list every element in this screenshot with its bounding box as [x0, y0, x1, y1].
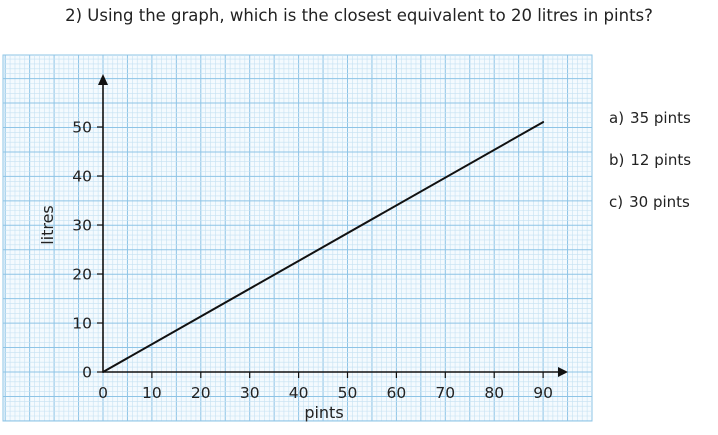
option-letter: b)	[609, 151, 625, 169]
y-tick-label: 50	[72, 119, 92, 137]
question-body: Using the graph, which is the closest eq…	[87, 6, 653, 25]
y-tick-label: 10	[72, 315, 92, 333]
x-tick-label: 10	[142, 384, 162, 402]
x-tick-label: 20	[191, 384, 211, 402]
option-a[interactable]: a) 35 pints	[609, 106, 691, 148]
y-tick-label: 30	[72, 217, 92, 235]
option-text: 35 pints	[630, 109, 691, 127]
y-axis-arrowhead	[98, 74, 108, 85]
y-axis-label: litres	[38, 205, 57, 245]
question-number: 2)	[65, 6, 83, 25]
x-tick-label: 30	[240, 384, 260, 402]
grid-lines	[3, 55, 593, 422]
option-b[interactable]: b) 12 pints	[609, 148, 691, 190]
option-text: 12 pints	[630, 151, 692, 169]
y-tick-label: 0	[82, 364, 92, 382]
series	[102, 121, 545, 373]
option-text: 30 pints	[629, 193, 690, 211]
option-c[interactable]: c) 30 pints	[609, 190, 691, 232]
x-tick-label: 50	[338, 384, 358, 402]
x-tick-label: 60	[387, 384, 407, 402]
x-axis-label: pints	[304, 403, 343, 422]
x-tick-label: 90	[533, 384, 553, 402]
answer-options: a) 35 pints b) 12 pints c) 30 pints	[609, 106, 691, 232]
conversion-line	[102, 121, 545, 373]
x-tick-label: 80	[484, 384, 504, 402]
question-text: 2) Using the graph, which is the closest…	[0, 6, 718, 25]
axes	[97, 74, 568, 378]
y-tick-label: 40	[72, 168, 92, 186]
x-axis-arrowhead	[558, 367, 568, 377]
option-letter: c)	[609, 193, 624, 211]
x-tick-label: 0	[98, 384, 108, 402]
y-tick-label: 20	[72, 266, 92, 284]
tick-labels: 0 10 20 30 40 50 60 70 80 90 0 10 20 30 40 50	[72, 119, 553, 403]
x-tick-label: 40	[289, 384, 309, 402]
x-tick-label: 70	[435, 384, 455, 402]
option-letter: a)	[609, 109, 625, 127]
